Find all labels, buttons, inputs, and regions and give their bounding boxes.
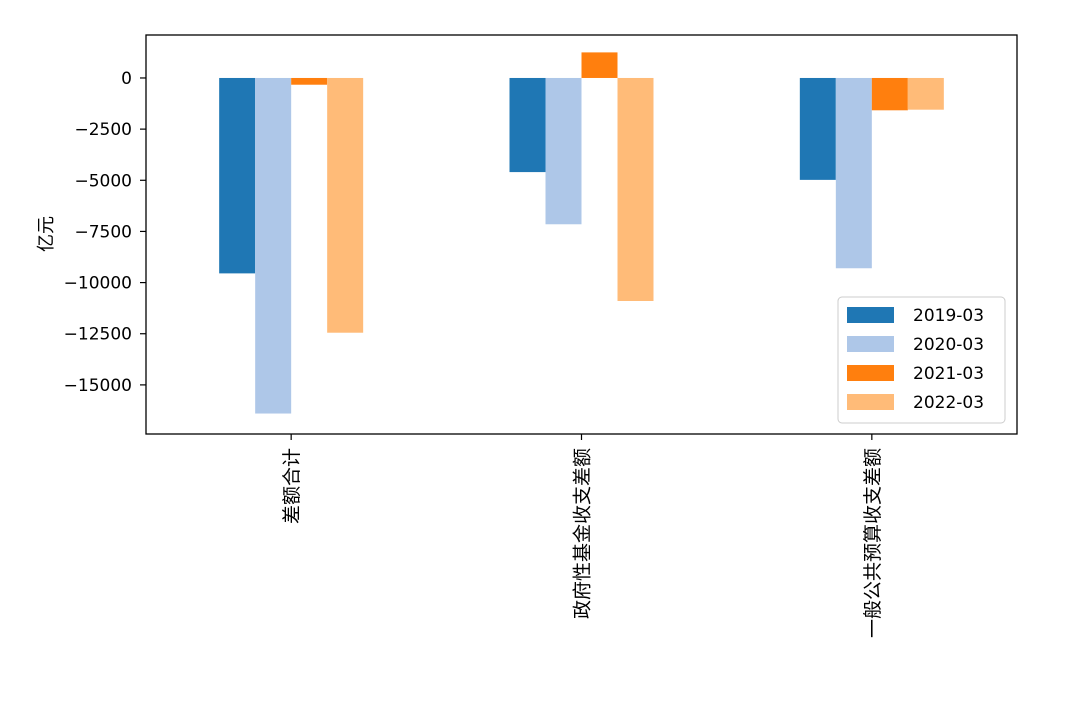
x-tick-label: 差额合计 bbox=[281, 448, 303, 524]
bar-2020-03-2 bbox=[835, 77, 872, 269]
legend-label: 2019-03 bbox=[913, 306, 984, 326]
bar-2020-03-0 bbox=[255, 77, 292, 414]
y-tick-label: −2500 bbox=[74, 120, 132, 140]
legend-swatch-2021-03 bbox=[847, 365, 894, 381]
y-tick-label: 0 bbox=[121, 69, 132, 89]
legend-label: 2020-03 bbox=[913, 335, 984, 355]
y-tick-label: −12500 bbox=[64, 325, 132, 345]
legend: 2019-03 2020-03 2021-03 2022-03 bbox=[837, 296, 1006, 424]
bar-2022-03-0 bbox=[327, 77, 364, 333]
legend-swatch-2020-03 bbox=[847, 336, 894, 352]
bar-2020-03-1 bbox=[545, 77, 582, 225]
legend-label: 2022-03 bbox=[913, 393, 984, 413]
y-tick-label: −15000 bbox=[64, 376, 132, 396]
bar-2021-03-1 bbox=[581, 52, 618, 78]
bar-2019-03-0 bbox=[219, 77, 256, 274]
y-axis-label: 亿元 bbox=[36, 216, 57, 252]
x-tick-label: 一般公共预算收支差额 bbox=[862, 448, 884, 638]
legend-box bbox=[837, 296, 1006, 424]
bar-2021-03-0 bbox=[291, 77, 328, 85]
x-tick-label: 政府性基金收支差额 bbox=[572, 448, 594, 619]
legend-swatch-2022-03 bbox=[847, 394, 894, 410]
bar-2021-03-2 bbox=[871, 77, 908, 111]
y-tick-label: −5000 bbox=[74, 171, 132, 191]
bar-2022-03-2 bbox=[907, 77, 944, 110]
bar-2019-03-1 bbox=[509, 77, 546, 173]
y-tick-label: −10000 bbox=[64, 274, 132, 294]
bar-2022-03-1 bbox=[617, 77, 654, 301]
legend-label: 2021-03 bbox=[913, 364, 984, 384]
y-tick-label: −7500 bbox=[74, 222, 132, 242]
legend-swatch-2019-03 bbox=[847, 307, 894, 323]
bar-2019-03-2 bbox=[799, 77, 836, 180]
